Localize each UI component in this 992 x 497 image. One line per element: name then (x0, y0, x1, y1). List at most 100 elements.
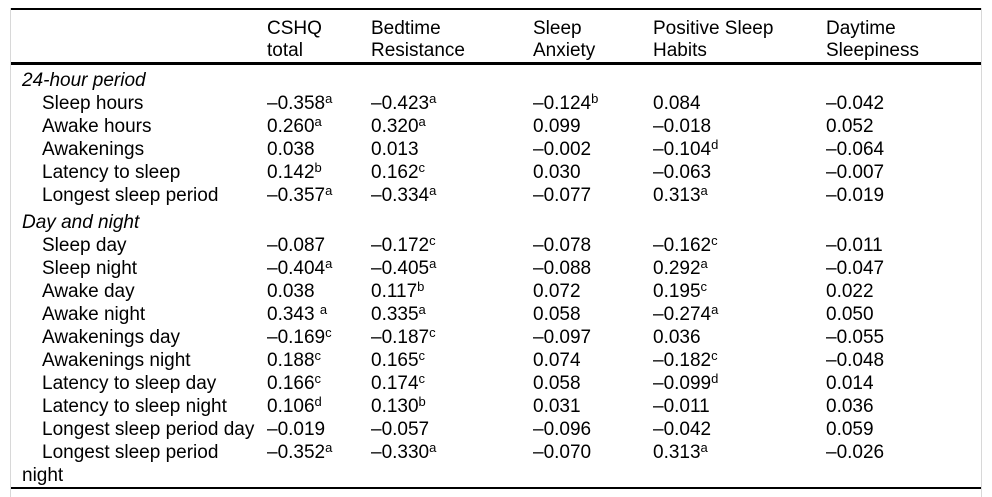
value-cell: –0.042 (653, 419, 712, 440)
value-cell: 0.072 (533, 281, 581, 302)
value-cell: 0.260a (267, 114, 322, 137)
value-cell: –0.096 (533, 419, 592, 440)
value-cell: –0.187c (371, 325, 436, 348)
table-row: Latency to sleep 0.142b 0.162c 0.030 –0.063 –… (11, 161, 981, 184)
significance-superscript: a (700, 256, 708, 271)
value-cell: –0.330a (371, 440, 437, 463)
value-cell: –0.057 (371, 419, 430, 440)
value-cell: 0.030 (533, 162, 581, 183)
correlations-table: CSHQ total Bedtime Resistance Sleep Anxi… (11, 8, 981, 489)
value-cell: 0.142b (267, 160, 322, 183)
significance-superscript: b (417, 279, 425, 294)
significance-superscript: a (711, 302, 719, 317)
value-cell: –0.182c (653, 348, 718, 371)
header-sleep-anxiety: Sleep Anxiety (533, 9, 653, 65)
value-cell: 0.130b (371, 394, 426, 417)
value-cell: –0.162c (653, 233, 718, 256)
table-row: Sleep day –0.087 –0.172c –0.078 –0.162c –0.01… (11, 234, 981, 257)
value-cell: 0.038 (267, 281, 315, 302)
header-row: CSHQ total Bedtime Resistance Sleep Anxi… (11, 9, 981, 65)
value-cell: –0.077 (533, 185, 592, 206)
table-row: Awakenings day –0.169c –0.187c –0.097 0.036 –… (11, 326, 981, 349)
table-row: Latency to sleep night 0.106d 0.130b 0.031 –… (11, 395, 981, 418)
value-cell: 0.313a (653, 440, 708, 463)
value-cell: –0.087 (267, 235, 326, 256)
significance-superscript: a (429, 256, 437, 271)
significance-superscript: c (314, 348, 322, 363)
row-label: Longest sleep period day (42, 419, 255, 440)
value-cell: 0.343 a (267, 302, 328, 325)
value-cell: 0.099 (533, 116, 581, 137)
value-cell: 0.022 (826, 281, 874, 302)
value-cell: –0.018 (653, 116, 712, 137)
value-cell: –0.055 (826, 327, 885, 348)
row-label: Latency to sleep day (42, 373, 217, 394)
value-cell: 0.165c (371, 348, 426, 371)
value-cell: –0.011 (653, 396, 710, 417)
significance-superscript: d (711, 371, 719, 386)
value-cell: 0.013 (371, 139, 419, 160)
table-row: Awake hours 0.260a 0.320a 0.099 –0.018 0.052 (11, 115, 981, 138)
row-label: Longest sleep period (42, 185, 219, 206)
row-label: Sleep day (42, 235, 127, 256)
row-label: Longest sleep period night (22, 442, 219, 486)
value-cell: 0.058 (533, 304, 581, 325)
significance-superscript: c (711, 348, 718, 363)
value-cell: 0.036 (653, 327, 701, 348)
value-cell: 0.014 (826, 373, 874, 394)
significance-superscript: a (325, 440, 333, 455)
significance-superscript: a (418, 302, 426, 317)
significance-superscript: c (418, 371, 426, 386)
significance-superscript: d (314, 394, 322, 409)
value-cell: –0.357a (267, 183, 333, 206)
value-cell: –0.070 (533, 442, 592, 463)
value-cell: 0.292a (653, 256, 708, 279)
value-cell: –0.124b (533, 91, 599, 114)
value-cell: –0.026 (826, 442, 885, 463)
significance-superscript: c (429, 325, 436, 340)
value-cell: –0.047 (826, 258, 885, 279)
table-row: Awakenings night 0.188c 0.165c 0.074 –0.182c… (11, 349, 981, 372)
value-cell: 0.174c (371, 371, 426, 394)
value-cell: –0.088 (533, 258, 592, 279)
value-cell: –0.274a (653, 302, 719, 325)
value-cell: –0.358a (267, 91, 333, 114)
header-positive-sleep-habits: Positive Sleep Habits (653, 9, 826, 65)
value-cell: –0.405a (371, 256, 437, 279)
table-row: Sleep night –0.404a –0.405a –0.088 0.292a –0.… (11, 257, 981, 280)
significance-superscript: a (325, 256, 333, 271)
significance-superscript: a (700, 183, 708, 198)
value-cell: –0.011 (826, 235, 883, 256)
value-cell: –0.169c (267, 325, 332, 348)
section-row: 24-hour period (11, 64, 981, 93)
value-cell: 0.117b (371, 279, 425, 302)
value-cell: 0.320a (371, 114, 426, 137)
value-cell: –0.019 (267, 419, 326, 440)
significance-superscript: a (319, 302, 328, 317)
table-frame: CSHQ total Bedtime Resistance Sleep Anxi… (10, 8, 982, 497)
value-cell: 0.059 (826, 419, 874, 440)
value-cell: 0.188c (267, 348, 322, 371)
value-cell: –0.404a (267, 256, 333, 279)
table-row: Latency to sleep day 0.166c 0.174c 0.058 –0.… (11, 372, 981, 395)
value-cell: –0.063 (653, 162, 712, 183)
value-cell: 0.335a (371, 302, 426, 325)
section-title: Day and night (22, 212, 140, 233)
value-cell: 0.084 (653, 93, 701, 114)
significance-superscript: a (418, 114, 426, 129)
row-label: Awakenings (42, 139, 145, 160)
value-cell: 0.166c (267, 371, 322, 394)
value-cell: –0.042 (826, 93, 885, 114)
section-row: Day and night (11, 207, 981, 234)
header-daytime-sleepiness: Daytime Sleepiness (826, 9, 981, 65)
significance-superscript: a (429, 183, 437, 198)
value-cell: 0.052 (826, 116, 874, 137)
value-cell: –0.078 (533, 235, 592, 256)
value-cell: –0.019 (826, 185, 885, 206)
row-label: Latency to sleep (42, 162, 181, 183)
value-cell: 0.074 (533, 350, 581, 371)
significance-superscript: c (418, 160, 426, 175)
significance-superscript: c (429, 233, 436, 248)
significance-superscript: c (711, 233, 718, 248)
table-row: Awake night 0.343 a 0.335a 0.058 –0.274a 0.05… (11, 303, 981, 326)
